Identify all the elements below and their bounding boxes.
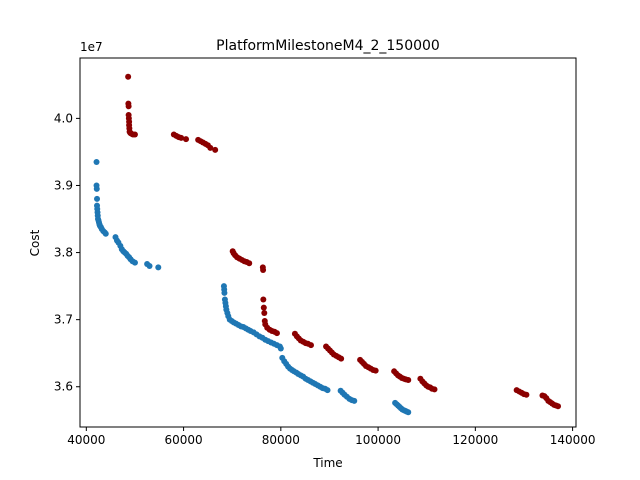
data-point-s2	[183, 136, 190, 143]
data-point-s2	[260, 304, 267, 311]
x-tick-label: 140000	[550, 433, 596, 447]
data-point-s2	[260, 267, 267, 274]
data-point-s1	[102, 230, 109, 237]
y-axis-label: Cost	[28, 229, 42, 256]
y-tick-label: 3.7	[54, 313, 73, 327]
data-point-s2	[523, 391, 530, 398]
data-point-s1	[351, 397, 358, 404]
data-point-s1	[324, 387, 331, 394]
data-point-s1	[221, 289, 228, 296]
data-point-s1	[131, 259, 138, 266]
data-point-s2	[307, 342, 314, 349]
data-point-s2	[131, 131, 138, 138]
data-point-s1	[93, 185, 100, 192]
data-point-s2	[405, 377, 412, 384]
y-axis-ticks: 3.6 3.7 3.8 3.9 4.0	[54, 111, 80, 394]
x-tick-label: 100000	[355, 433, 401, 447]
y-tick-label: 3.8	[54, 246, 73, 260]
data-point-s2	[338, 355, 345, 362]
data-point-s2	[431, 386, 438, 393]
y-tick-label: 3.9	[54, 178, 73, 192]
data-point-s2	[125, 73, 132, 80]
data-point-s2	[178, 134, 185, 141]
data-point-s1	[93, 158, 100, 165]
x-tick-label: 60000	[164, 433, 202, 447]
data-point-s1	[94, 195, 101, 202]
y-tick-label: 3.6	[54, 380, 73, 394]
data-point-s2	[555, 403, 562, 410]
data-point-s2	[261, 309, 268, 316]
data-point-s2	[246, 260, 253, 267]
data-point-s2	[125, 103, 132, 110]
data-point-s2	[207, 144, 214, 151]
x-tick-label: 40000	[67, 433, 105, 447]
data-point-s2	[212, 146, 219, 153]
plot-area-frame	[79, 57, 577, 428]
data-point-s1	[405, 409, 412, 416]
x-tick-label: 80000	[262, 433, 300, 447]
x-axis-ticks: 40000 60000 80000 100000 120000 140000	[67, 427, 596, 447]
y-tick-label: 4.0	[54, 111, 73, 125]
data-point-s2	[273, 330, 280, 337]
y-axis-offset-text: 1e7	[80, 40, 103, 54]
data-point-s1	[277, 345, 284, 352]
data-point-s2	[260, 296, 267, 303]
x-axis-label: Time	[312, 456, 342, 470]
chart-title: PlatformMilestoneM4_2_150000	[216, 38, 440, 54]
data-points	[93, 73, 562, 416]
data-point-s1	[155, 264, 162, 271]
x-tick-label: 120000	[452, 433, 498, 447]
data-point-s1	[146, 262, 153, 269]
data-point-s2	[372, 367, 379, 374]
